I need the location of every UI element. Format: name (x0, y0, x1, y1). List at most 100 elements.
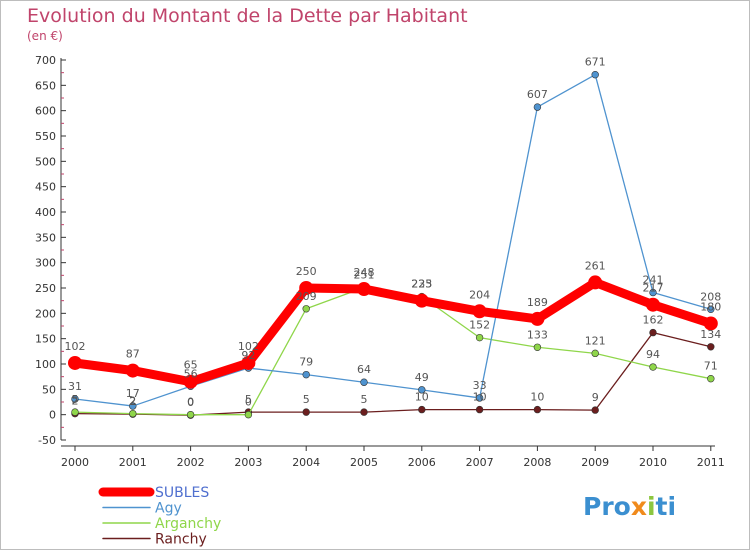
series-line-arganchy (74, 286, 712, 416)
point-subles (241, 355, 256, 370)
y-tick-label: 300 (35, 257, 56, 270)
point-agy (129, 402, 137, 410)
data-label-ranchy: 2 (129, 395, 136, 408)
point-agy (71, 395, 79, 403)
x-tick-label: 2002 (177, 456, 205, 469)
logo-part: x (631, 492, 647, 521)
point-ranchy (475, 405, 484, 414)
y-tick-label: 200 (35, 307, 56, 320)
point-ranchy (533, 405, 542, 414)
x-tick-label: 2010 (639, 456, 667, 469)
data-label-ranchy: 5 (245, 393, 252, 406)
point-subles (703, 316, 718, 331)
y-tick-label: 550 (35, 130, 56, 143)
y-tick-label: 350 (35, 231, 56, 244)
point-ranchy (418, 405, 426, 414)
point-subles (472, 304, 487, 319)
data-label-arganchy: 2 (129, 395, 136, 408)
data-label-ranchy: 10 (415, 391, 429, 404)
data-label-ranchy: 162 (643, 314, 664, 327)
data-label-agy: 92 (241, 349, 255, 362)
data-label-subles: 248 (354, 266, 375, 279)
logo-part: Pro (583, 492, 631, 521)
x-tick-label: 2003 (234, 456, 262, 469)
data-label-agy: 64 (357, 363, 371, 376)
x-tick-label: 2009 (581, 456, 609, 469)
y-tick-label: 650 (35, 79, 56, 92)
legend-label-ranchy: Ranchy (155, 532, 207, 548)
data-label-agy: 208 (700, 290, 721, 303)
y-tick-label: 600 (35, 105, 56, 118)
y-tick-label: 450 (35, 181, 56, 194)
data-label-ranchy: 0 (187, 396, 194, 409)
data-label-arganchy: 71 (704, 360, 718, 373)
point-subles (414, 293, 429, 308)
point-arganchy (244, 410, 253, 419)
data-label-ranchy: 10 (473, 391, 487, 404)
point-agy (533, 103, 542, 111)
data-label-subles: 65 (184, 359, 198, 372)
data-label-agy: 79 (299, 356, 313, 369)
proxiti-logo: Proxiti (583, 492, 676, 521)
y-tick-label: 250 (35, 282, 56, 295)
point-ranchy (649, 328, 657, 337)
x-tick-label: 2000 (61, 456, 89, 469)
point-subles (183, 374, 198, 389)
data-label-agy: 607 (527, 88, 548, 101)
point-arganchy (129, 409, 137, 418)
data-label-subles: 189 (527, 296, 548, 309)
point-arganchy (186, 410, 195, 419)
axes: -500501001502002503003504004505005506006… (35, 54, 725, 469)
data-label-subles: 87 (126, 348, 140, 361)
data-label-subles: 250 (296, 265, 317, 278)
point-subles (125, 363, 140, 378)
y-tick-label: 0 (49, 409, 56, 422)
data-label-arganchy: 152 (469, 319, 490, 332)
data-label-agy: 241 (643, 274, 664, 287)
point-arganchy (71, 408, 79, 416)
y-tick-label: 700 (35, 54, 56, 67)
data-label-agy: 31 (68, 380, 82, 393)
y-tick-label: 100 (35, 358, 56, 371)
point-agy (302, 370, 310, 379)
point-subles (646, 297, 660, 312)
data-label-arganchy: 121 (585, 334, 606, 347)
x-tick-label: 2004 (292, 456, 320, 469)
series-layer (68, 70, 718, 419)
data-label-subles: 180 (700, 300, 721, 313)
point-arganchy (475, 333, 484, 342)
data-label-subles: 225 (411, 278, 432, 291)
point-subles (588, 275, 603, 290)
legend-label-agy: Agy (155, 501, 182, 517)
x-tick-label: 2008 (523, 456, 551, 469)
point-agy (360, 378, 368, 386)
point-agy (591, 70, 599, 79)
data-label-agy: 671 (585, 56, 606, 69)
point-agy (707, 305, 715, 313)
point-subles (68, 355, 82, 370)
data-label-ranchy: 5 (303, 393, 310, 406)
point-ranchy (360, 408, 368, 416)
point-ranchy (302, 408, 310, 416)
series-line-agy (74, 74, 712, 407)
point-ranchy (591, 406, 599, 414)
point-arganchy (533, 343, 542, 351)
x-tick-label: 2006 (408, 456, 436, 469)
data-label-arganchy: 233 (411, 278, 432, 291)
point-arganchy (707, 374, 715, 383)
x-tick-label: 2001 (119, 456, 147, 469)
data-label-arganchy: 133 (527, 328, 548, 341)
data-label-arganchy: 0 (245, 396, 252, 409)
data-label-arganchy: 94 (646, 348, 660, 361)
point-agy (649, 288, 657, 297)
y-tick-label: -50 (38, 434, 56, 447)
series-line-subles (70, 277, 716, 387)
data-label-ranchy: 5 (361, 393, 368, 406)
y-tick-label: 500 (35, 155, 56, 168)
data-label-ranchy: 2 (72, 395, 79, 408)
point-agy (418, 386, 426, 394)
point-subles (530, 311, 545, 326)
point-arganchy (302, 305, 310, 313)
